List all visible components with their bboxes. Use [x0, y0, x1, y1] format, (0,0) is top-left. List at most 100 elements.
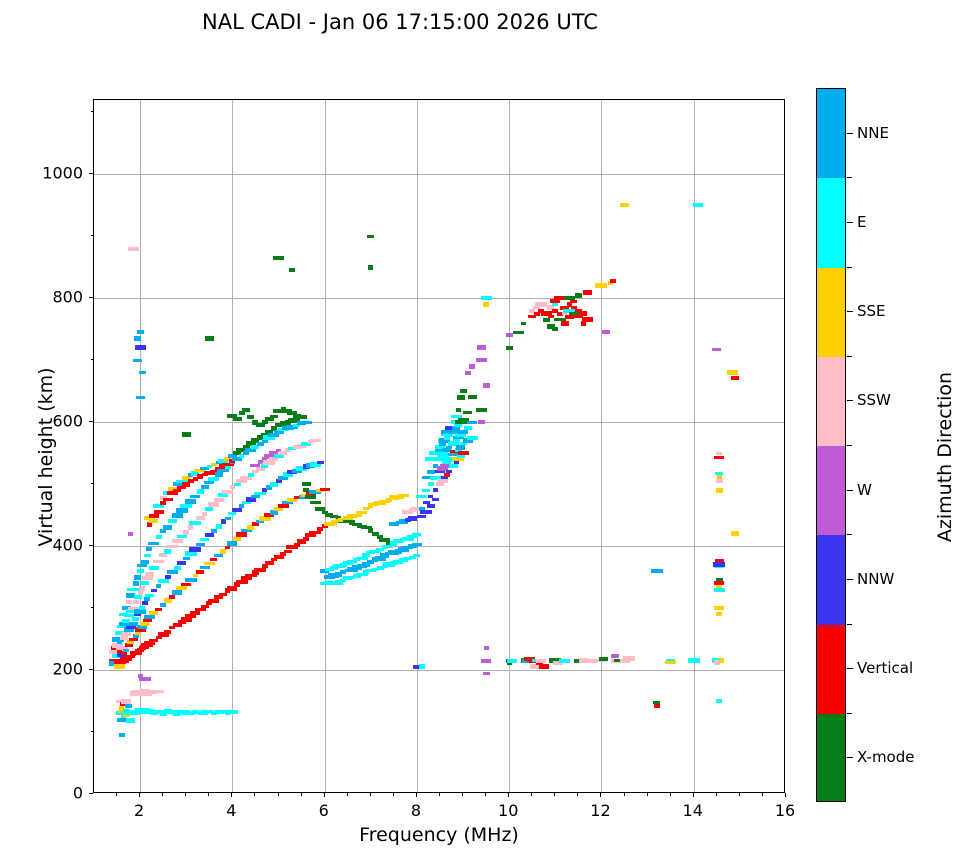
colorbar-tick: [847, 221, 853, 223]
colorbar-boundary-tick: [847, 445, 852, 446]
data-point: [210, 528, 217, 533]
colorbar-tick: [847, 489, 853, 491]
data-point: [436, 482, 444, 487]
data-point: [466, 435, 478, 440]
x-gridline: [601, 100, 603, 792]
data-point: [133, 594, 142, 599]
data-point: [126, 593, 136, 599]
colorbar-label-ssw: SSW: [857, 391, 891, 410]
data-point: [432, 488, 438, 493]
data-point: [229, 485, 235, 490]
data-point: [352, 573, 361, 578]
y-tick: [89, 297, 93, 299]
data-point: [416, 495, 428, 499]
x-minor-tick: [761, 793, 763, 796]
colorbar-label-sse: SSE: [857, 302, 886, 321]
data-point: [426, 469, 435, 474]
colorbar-segment-e: [817, 178, 845, 269]
data-point: [329, 581, 339, 586]
data-point: [376, 547, 385, 551]
data-point: [332, 563, 345, 568]
data-point: [385, 544, 393, 548]
data-point: [256, 519, 265, 523]
data-point: [144, 709, 154, 715]
colorbar-tick: [847, 578, 853, 580]
data-point: [139, 708, 150, 713]
x-minor-tick: [485, 793, 487, 796]
data-point: [143, 615, 155, 620]
data-point: [264, 453, 275, 459]
data-point: [172, 482, 182, 487]
data-point: [435, 445, 445, 449]
data-point: [349, 575, 356, 579]
data-point: [222, 489, 234, 494]
data-point: [251, 522, 259, 527]
colorbar-tick: [847, 132, 853, 134]
data-point: [213, 497, 224, 502]
data-point: [368, 264, 374, 270]
data-point: [129, 691, 142, 697]
data-point: [269, 451, 279, 456]
data-point: [245, 497, 256, 503]
data-point: [713, 660, 720, 666]
data-point: [233, 536, 241, 541]
data-point: [127, 246, 139, 251]
data-point: [123, 627, 134, 633]
data-point: [379, 500, 391, 504]
x-gridline: [232, 100, 234, 792]
data-point: [560, 320, 569, 326]
data-point: [117, 717, 127, 722]
data-point: [210, 558, 218, 562]
data-point: [329, 514, 338, 518]
colorbar-title: Azimuth Direction: [934, 371, 956, 543]
data-point: [208, 477, 220, 482]
data-point: [464, 370, 471, 375]
data-point: [476, 358, 488, 363]
data-point: [288, 446, 297, 450]
x-tick-label: 10: [498, 801, 519, 820]
data-point: [286, 545, 299, 550]
data-point: [284, 419, 291, 425]
data-point: [467, 420, 478, 424]
colorbar-segment-x-mode: [817, 713, 845, 801]
data-point: [242, 445, 250, 449]
data-point: [574, 292, 582, 298]
x-tick-label: 4: [226, 801, 237, 820]
data-point: [220, 518, 226, 524]
x-tick-label: 8: [410, 801, 422, 820]
data-point: [715, 479, 723, 484]
data-point: [150, 589, 157, 593]
data-point: [134, 345, 146, 351]
data-point: [579, 311, 587, 317]
data-point: [570, 306, 577, 310]
data-point: [191, 709, 199, 714]
data-point: [235, 580, 248, 585]
colorbar-label-w: W: [857, 480, 872, 499]
data-point: [111, 642, 123, 648]
data-point: [275, 479, 282, 484]
y-tick-label: 600: [52, 411, 83, 431]
data-point: [536, 658, 547, 663]
data-point: [203, 471, 215, 476]
data-point: [712, 347, 722, 351]
data-point: [440, 433, 449, 437]
data-point: [132, 599, 139, 604]
data-point: [715, 578, 723, 583]
data-point: [177, 561, 187, 566]
data-point: [443, 456, 455, 462]
data-point: [176, 586, 188, 591]
x-minor-tick: [554, 793, 556, 796]
data-point: [261, 433, 269, 437]
data-point: [149, 519, 159, 524]
data-point: [133, 358, 143, 362]
data-point: [245, 448, 257, 453]
data-point: [483, 301, 490, 307]
data-point: [505, 345, 513, 350]
data-point: [176, 709, 188, 714]
data-point: [713, 562, 726, 568]
data-point: [459, 442, 467, 446]
data-point: [427, 482, 434, 487]
data-point: [380, 552, 390, 558]
y-minor-tick: [90, 359, 93, 361]
data-point: [716, 584, 723, 588]
